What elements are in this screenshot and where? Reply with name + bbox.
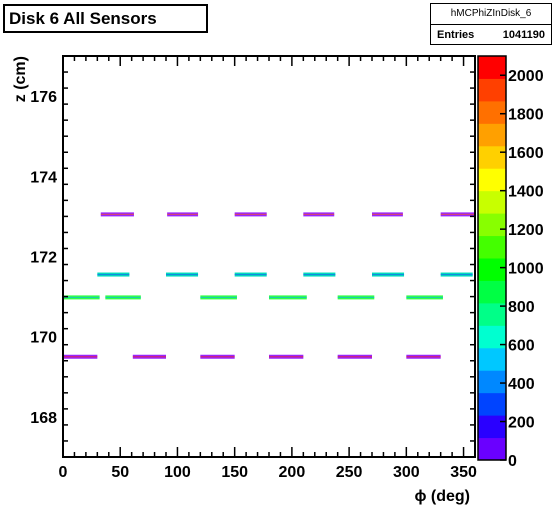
- y-tick-label: 176: [30, 89, 57, 106]
- heatmap-band-accent-row2-seg3: [269, 296, 307, 299]
- x-axis-label: ϕ (deg): [414, 488, 470, 505]
- heatmap-band-accent-row2-seg4: [337, 296, 375, 299]
- colorbar-tick-label: 200: [508, 415, 535, 432]
- heatmap-band-accent-row2-seg2: [200, 296, 237, 299]
- stats-box: hMCPhiZInDisk_6 Entries 1041190: [430, 3, 552, 45]
- colorbar-tick-label: 2000: [508, 68, 544, 85]
- heatmap-band-accent-row0-seg3: [303, 213, 335, 215]
- colorbar-swatch: [478, 280, 506, 304]
- heatmap-band-accent-row2-seg1: [105, 296, 141, 299]
- x-tick-label: 0: [59, 464, 68, 481]
- colorbar-frame: [477, 55, 507, 461]
- y-tick-label: 174: [30, 169, 57, 186]
- y-tick-label: 172: [30, 250, 57, 267]
- colorbar-swatch: [478, 302, 506, 326]
- colorbar-swatch: [478, 168, 506, 192]
- heatmap-band-accent-row3-seg2: [200, 356, 235, 358]
- heatmap-band-accent-row3-seg5: [406, 356, 441, 358]
- colorbar-tick-label: 600: [508, 338, 535, 355]
- entries-row: Entries 1041190: [431, 25, 551, 45]
- colorbar-swatch: [478, 370, 506, 394]
- heatmap-band-accent-row1-seg3: [303, 273, 336, 276]
- colorbar-tick-label: 1200: [508, 222, 544, 239]
- histogram-name: hMCPhiZInDisk_6: [431, 4, 551, 25]
- x-tick-label: 350: [450, 464, 477, 481]
- heatmap-band-accent-row1-seg5: [440, 273, 473, 276]
- y-axis-label: z (cm): [12, 56, 29, 102]
- colorbar-swatch: [478, 56, 506, 79]
- colorbar-swatch: [478, 325, 506, 349]
- colorbar-tick-label: 400: [508, 376, 535, 393]
- y-tick-label: 170: [30, 330, 57, 347]
- colorbar-tick-label: 1400: [508, 184, 544, 201]
- heatmap-band-accent-row1-seg1: [166, 273, 199, 276]
- x-tick-label: 50: [111, 464, 129, 481]
- heatmap-band-accent-row3-seg4: [337, 356, 372, 358]
- colorbar-tick-label: 800: [508, 299, 535, 316]
- heatmap-band-accent-row3-seg1: [132, 356, 166, 358]
- colorbar-swatch: [478, 78, 506, 102]
- colorbar-swatch: [478, 415, 506, 439]
- heatmap-band-accent-row0-seg0: [100, 213, 134, 215]
- plot-frame: [62, 55, 476, 458]
- colorbar-swatch: [478, 392, 506, 416]
- colorbar-swatch: [478, 123, 506, 147]
- heatmap-band-accent-row0-seg5: [440, 213, 475, 215]
- colorbar-tick-label: 1600: [508, 145, 544, 162]
- chart-title: Disk 6 All Sensors: [3, 4, 208, 33]
- colorbar-swatch: [478, 235, 506, 259]
- heatmap-band-accent-row0-seg1: [167, 213, 199, 215]
- x-tick-label: 300: [393, 464, 420, 481]
- heatmap-band-accent-row0-seg4: [372, 213, 403, 215]
- heatmap-band-accent-row0-seg2: [234, 213, 267, 215]
- colorbar-swatch: [478, 100, 506, 124]
- x-tick-label: 100: [164, 464, 191, 481]
- heatmap-band-accent-row3-seg0: [63, 356, 98, 358]
- heatmap-band-accent-row3-seg3: [269, 356, 304, 358]
- colorbar-tick-label: 1000: [508, 261, 544, 278]
- colorbar-tick-label: 1800: [508, 107, 544, 124]
- entries-value: 1041190: [502, 29, 545, 41]
- x-tick-label: 250: [336, 464, 363, 481]
- entries-label: Entries: [437, 29, 475, 41]
- x-tick-label: 150: [221, 464, 248, 481]
- colorbar-swatch: [478, 145, 506, 169]
- colorbar-swatch: [478, 258, 506, 281]
- y-tick-label: 168: [30, 410, 57, 427]
- colorbar-tick-label: 0: [508, 453, 517, 470]
- x-tick-label: 200: [279, 464, 306, 481]
- heatmap-band-accent-row1-seg2: [234, 273, 267, 276]
- colorbar-swatch: [478, 347, 506, 371]
- heatmap-band-accent-row1-seg0: [97, 273, 130, 276]
- colorbar-swatch: [478, 190, 506, 214]
- heatmap-band-accent-row1-seg4: [372, 273, 405, 276]
- colorbar-swatch: [478, 213, 506, 237]
- heatmap-band-accent-row2-seg5: [406, 296, 443, 299]
- heatmap-band-accent-row2-seg0: [63, 296, 100, 299]
- colorbar-swatch: [478, 437, 506, 461]
